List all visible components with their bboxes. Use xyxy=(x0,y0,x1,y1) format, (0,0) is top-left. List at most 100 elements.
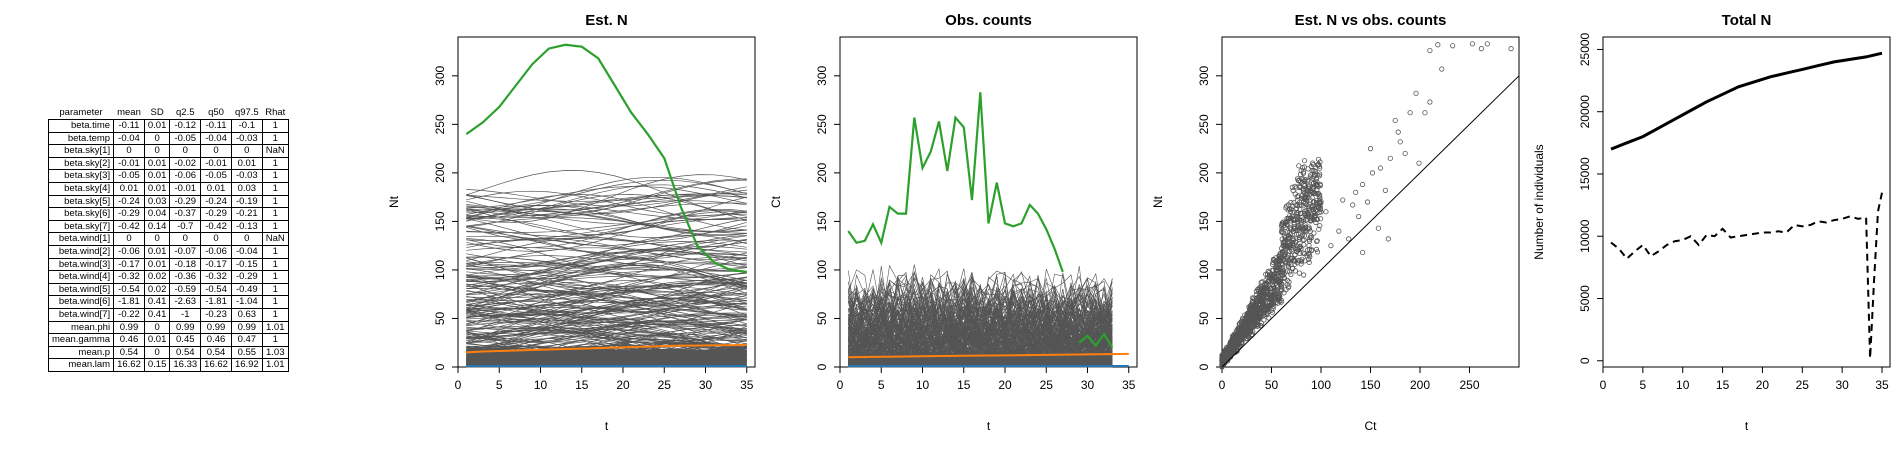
scatter-point xyxy=(1508,46,1514,52)
scatter-point xyxy=(1219,356,1225,362)
x-tick-label: 150 xyxy=(1360,378,1380,392)
scatter-point xyxy=(1478,46,1484,52)
scatter-point xyxy=(1283,220,1289,226)
scatter-point xyxy=(1296,270,1303,276)
x-tick-label: 10 xyxy=(1676,378,1690,392)
site-trajectory-line xyxy=(466,288,747,299)
column-header: parameter xyxy=(59,107,103,118)
scatter-point xyxy=(1427,99,1433,105)
scatter-point xyxy=(1310,206,1316,212)
site-count-lines xyxy=(848,264,1113,368)
table-row: beta.sky[1] 0 0 0 0 0 NaN xyxy=(47,144,289,158)
x-tick-label: 50 xyxy=(1265,378,1279,392)
scatter-point xyxy=(1286,279,1292,285)
scatter-point xyxy=(1316,163,1323,169)
table-row: beta.sky[6] -0.29 0.04 -0.37 -0.29 -0.21 1 xyxy=(47,207,289,221)
scatter-point xyxy=(1359,249,1366,256)
mean-series-line xyxy=(466,343,747,354)
scatter-point xyxy=(1292,261,1298,267)
scatter-point xyxy=(1260,311,1267,317)
scatter-point xyxy=(1314,238,1320,244)
scatter-point xyxy=(1305,210,1311,216)
site-trajectory-line xyxy=(466,190,747,217)
y-tick-label: 300 xyxy=(1197,65,1211,85)
highlight-series-line xyxy=(465,43,747,273)
scatter-point xyxy=(1385,236,1391,242)
y-tick-label: 250 xyxy=(1197,114,1211,134)
scatter-point xyxy=(1307,174,1313,180)
scatter-point xyxy=(1307,235,1313,241)
scatter-point xyxy=(1274,263,1280,269)
scatter-point xyxy=(1317,195,1323,201)
x-tick-label: 30 xyxy=(1835,378,1849,392)
scatter-point xyxy=(1314,249,1321,255)
site-trajectory-line xyxy=(466,320,747,350)
site-trajectory-line xyxy=(466,285,747,306)
site-trajectory-line xyxy=(466,202,747,218)
scatter-point xyxy=(1304,201,1310,207)
scatter-point xyxy=(1225,348,1231,354)
dense-point-cloud xyxy=(1219,156,1324,370)
scatter-point xyxy=(1231,332,1237,338)
site-trajectory-line xyxy=(466,204,747,225)
scatter-point xyxy=(1252,323,1258,329)
y-tick-label: 5000 xyxy=(1578,285,1592,312)
scatter-point xyxy=(1310,186,1316,192)
scatter-point xyxy=(1279,287,1285,293)
scatter-point xyxy=(1302,177,1308,183)
scatter-point xyxy=(1294,214,1300,220)
y-tick-label: 150 xyxy=(1197,211,1211,231)
scatter-point xyxy=(1265,289,1271,295)
site-trajectory-line xyxy=(466,186,747,207)
x-axis-label: t xyxy=(1745,419,1749,433)
site-trajectory-line xyxy=(466,290,747,320)
scatter-point xyxy=(1294,202,1301,209)
site-trajectory-line xyxy=(466,194,747,228)
scatter-point xyxy=(1469,41,1476,47)
y-tick-label: 200 xyxy=(815,163,829,183)
site-count-line xyxy=(848,291,1113,353)
scatter-point xyxy=(1228,348,1234,355)
site-count-line xyxy=(848,277,1113,345)
scatter-point xyxy=(1279,281,1285,287)
x-tick-label: 30 xyxy=(699,378,713,392)
scatter-point xyxy=(1288,225,1294,231)
scatter-point xyxy=(1228,338,1234,345)
scatter-point xyxy=(1382,187,1388,193)
scatter-point xyxy=(1258,285,1265,292)
scatter-point xyxy=(1301,272,1307,278)
site-trajectory-line xyxy=(466,281,747,318)
scatter-point xyxy=(1289,184,1295,190)
scatter-point xyxy=(1301,242,1307,248)
x-tick-label: 15 xyxy=(1716,378,1730,392)
column-header: q2.5 xyxy=(176,107,195,118)
site-trajectory-line xyxy=(466,323,747,349)
value-cell: -0.05 xyxy=(113,169,145,183)
site-trajectory-line xyxy=(466,272,747,314)
scatter-point xyxy=(1298,245,1304,251)
scatter-point xyxy=(1281,250,1287,256)
scatter-point xyxy=(1280,242,1286,249)
chart-title: Total N xyxy=(1722,12,1772,29)
scatter-point xyxy=(1301,158,1308,164)
scatter-point xyxy=(1407,110,1413,116)
site-count-line xyxy=(848,333,1113,368)
x-tick-label: 15 xyxy=(575,378,589,392)
x-tick-label: 10 xyxy=(916,378,930,392)
scatter-point xyxy=(1303,224,1309,230)
site-trajectory-line xyxy=(466,314,747,331)
scatter-point xyxy=(1293,231,1300,237)
site-count-line xyxy=(848,300,1113,353)
y-tick-label: 250 xyxy=(433,114,447,134)
scatter-point xyxy=(1287,213,1293,219)
y-tick-label: 0 xyxy=(815,363,829,370)
y-tick-label: 0 xyxy=(433,363,447,370)
scatter-point xyxy=(1243,319,1249,325)
observed-total-dashed-line xyxy=(1610,192,1883,359)
scatter-point xyxy=(1237,343,1244,349)
scatter-point xyxy=(1314,178,1320,185)
scatter-point xyxy=(1243,335,1249,342)
scatter-point xyxy=(1294,246,1301,252)
scatter-point xyxy=(1422,110,1428,116)
scatter-point xyxy=(1289,255,1295,262)
